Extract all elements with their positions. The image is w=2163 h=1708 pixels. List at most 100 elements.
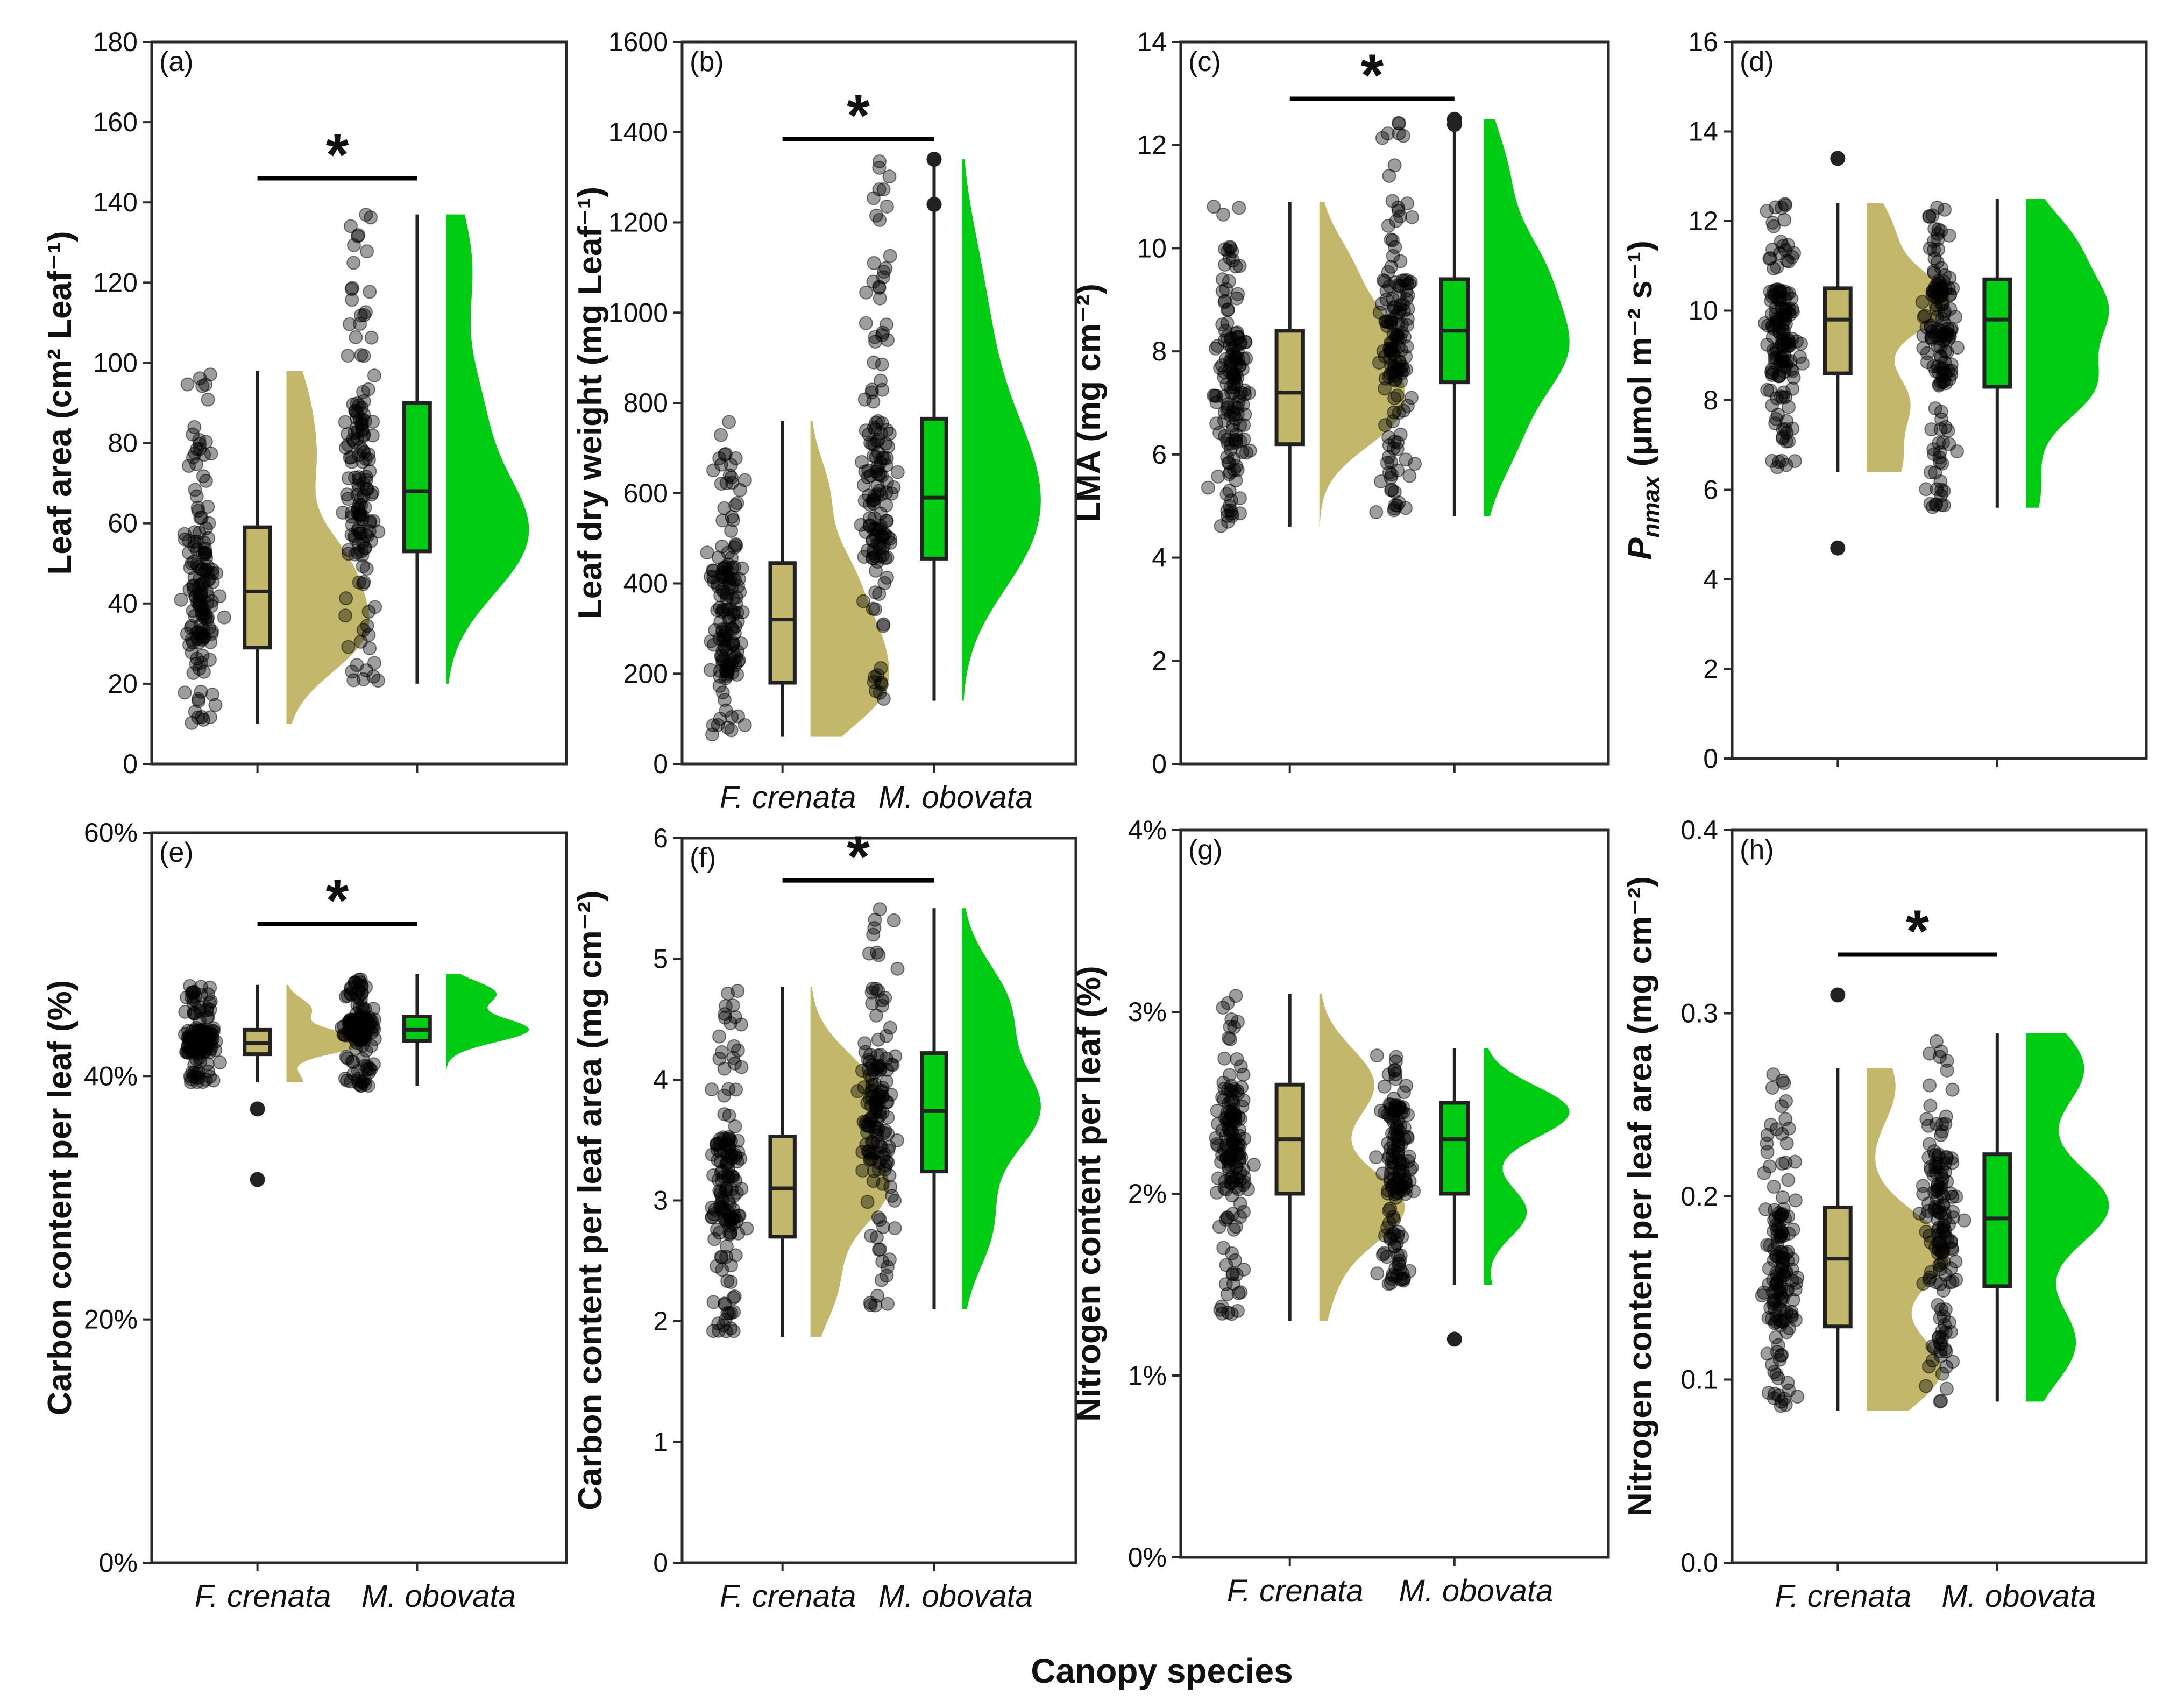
data-point [1217, 295, 1232, 309]
data-point [345, 505, 359, 520]
data-point [710, 603, 725, 618]
data-point [1936, 364, 1951, 378]
data-point [346, 238, 361, 252]
y-tick-label: 5 [653, 944, 668, 974]
data-point [190, 632, 205, 646]
panel-c: 0 2 4 6 8 10 12 14 (c) LMA (mg cm⁻²) * [1070, 27, 1610, 779]
category-label: F. crenata [720, 1579, 856, 1614]
data-point [875, 357, 889, 372]
data-point [888, 1221, 902, 1236]
data-point [1225, 1266, 1240, 1281]
data-point [193, 1004, 207, 1018]
data-point [188, 608, 202, 623]
outlier-point [1830, 987, 1846, 1003]
y-tick-label: 12 [1137, 130, 1167, 160]
data-point [1934, 350, 1948, 364]
data-point [368, 600, 382, 614]
data-point [1382, 1097, 1397, 1111]
data-point [1380, 126, 1395, 141]
data-point [1933, 1394, 1947, 1409]
data-point [867, 488, 882, 503]
group-m-obovata [854, 152, 1041, 706]
data-point [1788, 1154, 1803, 1169]
data-point [1942, 228, 1956, 243]
y-tick-label: 4 [1152, 543, 1167, 573]
data-point [1935, 1124, 1949, 1139]
category-label: M. obovata [878, 1579, 1033, 1614]
data-point [1232, 491, 1247, 506]
data-point [1235, 1100, 1250, 1114]
data-point [1945, 1156, 1960, 1170]
data-point [340, 487, 354, 502]
y-tick-label: 180 [93, 27, 138, 57]
data-point [1217, 405, 1232, 420]
y-tick-label: 60 [108, 508, 138, 538]
data-point [1225, 1246, 1239, 1260]
data-point [178, 685, 192, 700]
data-point [1390, 388, 1405, 403]
data-point [353, 317, 367, 331]
data-point [343, 986, 358, 1001]
data-point [350, 1022, 364, 1036]
y-tick-label: 6 [653, 823, 668, 853]
data-point [712, 1323, 726, 1338]
data-point [726, 607, 741, 622]
data-point [878, 436, 893, 451]
data-point [1384, 1166, 1398, 1181]
data-point [1957, 1213, 1971, 1228]
plot-frame [150, 40, 568, 766]
y-tick-label: 140 [93, 187, 138, 217]
data-point [1226, 1103, 1241, 1117]
data-point [342, 317, 357, 331]
data-point [354, 492, 368, 506]
y-tick-label: 20% [84, 1305, 138, 1335]
y-axis-title: Carbon content per leaf (%) [41, 980, 79, 1416]
data-point [859, 285, 874, 300]
data-point [1382, 438, 1396, 452]
data-point [724, 723, 739, 738]
data-point [1396, 403, 1411, 418]
data-point [359, 208, 373, 222]
density-violin [446, 974, 529, 1086]
data-point [353, 440, 368, 455]
data-point [1229, 435, 1244, 450]
data-point [879, 1029, 893, 1043]
data-point [1207, 200, 1221, 214]
data-point [1400, 277, 1415, 291]
data-point [1932, 1329, 1946, 1344]
data-point [1221, 456, 1236, 470]
data-point [1386, 249, 1400, 263]
data-point [884, 486, 899, 501]
data-point [1219, 1138, 1234, 1153]
panel-label: (a) [159, 46, 194, 77]
group-f-crenata [178, 979, 370, 1187]
data-point [724, 1214, 738, 1228]
data-point [1216, 1075, 1231, 1090]
data-point [1919, 1224, 1933, 1239]
data-point [1946, 281, 1960, 295]
data-point [876, 182, 891, 196]
data-point [725, 638, 740, 653]
data-point [1766, 1067, 1781, 1082]
data-point [868, 585, 883, 600]
y-tick-label: 800 [623, 388, 668, 418]
density-violin [2026, 199, 2109, 508]
data-point [1775, 1156, 1790, 1171]
group-m-obovata [1369, 111, 1570, 520]
data-point [1923, 465, 1938, 479]
significance-star: * [326, 122, 349, 188]
data-point [1760, 1346, 1775, 1361]
data-point [1944, 1186, 1958, 1201]
data-point [1777, 197, 1792, 211]
data-point [881, 530, 896, 544]
data-point [727, 1289, 742, 1303]
data-point [1386, 1210, 1400, 1224]
data-point [1771, 407, 1785, 422]
panel-h: 0.0 0.1 0.2 0.3 0.4 F. crenata M. obovata (h) Ni… [1622, 815, 2148, 1614]
data-point [717, 693, 732, 707]
data-point [1402, 469, 1417, 483]
data-point [1381, 450, 1396, 464]
data-point [1217, 1051, 1232, 1066]
group-f-crenata [1209, 989, 1405, 1321]
data-point [349, 330, 363, 344]
